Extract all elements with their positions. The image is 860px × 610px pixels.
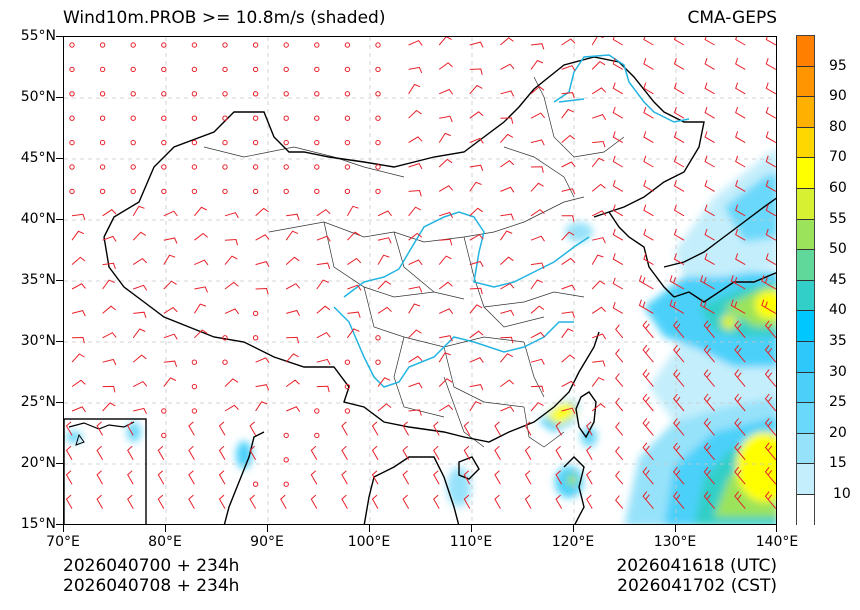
colorbar-label: 30 xyxy=(829,363,847,380)
tick-mark xyxy=(56,280,63,282)
colorbar-segment xyxy=(797,433,814,465)
colorbar-segment xyxy=(797,495,814,526)
colorbar xyxy=(796,35,815,526)
tick-mark xyxy=(56,97,63,99)
tick-mark xyxy=(63,525,65,532)
colorbar-segment xyxy=(797,311,814,342)
tick-mark xyxy=(675,525,677,532)
tick-mark xyxy=(56,219,63,221)
rivers xyxy=(333,54,690,388)
colorbar-label: 40 xyxy=(829,302,847,319)
colorbar-segment xyxy=(797,97,814,128)
valid-time-cst: 2026041702 (CST) xyxy=(617,576,777,596)
colorbar-label: 35 xyxy=(829,333,847,349)
tick-mark xyxy=(165,525,167,532)
lat-tick-30: 30°N xyxy=(20,333,56,349)
colorbar-label: 60 xyxy=(829,180,847,196)
lon-tick-120: 120°E xyxy=(551,534,595,550)
tick-mark xyxy=(573,525,575,532)
colorbar-label: 20 xyxy=(829,424,847,441)
lat-tick-55: 55°N xyxy=(20,28,56,44)
map-panel[interactable] xyxy=(63,36,777,525)
map-canvas xyxy=(64,37,776,524)
tick-mark xyxy=(56,402,63,404)
colorbar-label: 55 xyxy=(829,210,847,227)
lon-tick-100: 100°E xyxy=(347,534,391,550)
lon-tick-130: 130°E xyxy=(653,534,697,550)
colorbar-label: 90 xyxy=(829,88,847,105)
chart-title: Wind10m.PROB >= 10.8m/s (shaded) xyxy=(63,8,386,28)
lat-tick-45: 45°N xyxy=(20,150,56,166)
colorbar-label: 70 xyxy=(829,149,847,166)
lat-tick-25: 25°N xyxy=(20,394,56,410)
wind-barbs xyxy=(65,37,776,509)
valid-time-block: 2026041618 (UTC) 2026041702 (CST) xyxy=(616,556,777,596)
valid-time-utc: 2026041618 (UTC) xyxy=(616,556,777,576)
tick-mark xyxy=(56,158,63,160)
south-china-sea-inset xyxy=(64,418,147,524)
colorbar-label: 10 xyxy=(833,486,851,502)
tick-mark xyxy=(471,525,473,532)
colorbar-label: 15 xyxy=(829,455,847,472)
lat-tick-20: 20°N xyxy=(20,455,56,471)
tick-mark xyxy=(56,341,63,343)
colorbar-label: 80 xyxy=(829,118,847,135)
tick-mark xyxy=(56,36,63,38)
colorbar-segment xyxy=(797,189,814,220)
tick-mark xyxy=(369,525,371,532)
lon-tick-110: 110°E xyxy=(449,534,493,550)
lat-tick-50: 50°N xyxy=(20,89,56,105)
colorbar-segment xyxy=(797,464,814,495)
lon-tick-140: 140°E xyxy=(755,534,799,550)
init-time-utc: 2026040700 + 234h xyxy=(63,556,240,576)
init-time-cst: 2026040708 + 234h xyxy=(63,576,240,596)
colorbar-label: 50 xyxy=(829,241,847,258)
lat-tick-40: 40°N xyxy=(20,211,56,227)
lat-tick-35: 35°N xyxy=(20,272,56,288)
colorbar-segment xyxy=(797,36,814,67)
colorbar-segment xyxy=(797,250,814,281)
tick-mark xyxy=(56,463,63,465)
lon-tick-70: 70°E xyxy=(46,534,80,550)
colorbar-segment xyxy=(797,280,814,312)
model-source-label: CMA-GEPS xyxy=(687,8,777,28)
tick-mark xyxy=(56,524,63,526)
colorbar-segment xyxy=(797,403,814,434)
colorbar-label: 25 xyxy=(829,394,847,411)
colorbar-segment xyxy=(797,66,814,98)
tick-mark xyxy=(776,525,778,532)
colorbar-segment xyxy=(797,372,814,404)
colorbar-segment xyxy=(797,219,814,251)
colorbar-label: 45 xyxy=(829,271,847,288)
colorbar-segment xyxy=(797,127,814,159)
province-borders xyxy=(203,76,625,448)
lon-tick-90: 90°E xyxy=(250,534,284,550)
probability-shading xyxy=(66,148,776,524)
lat-tick-15: 15°N xyxy=(20,516,56,532)
colorbar-segment xyxy=(797,158,814,189)
colorbar-segment xyxy=(797,342,814,373)
init-time-block: 2026040700 + 234h 2026040708 + 234h xyxy=(63,556,239,596)
tick-mark xyxy=(267,525,269,532)
colorbar-label: 95 xyxy=(829,57,847,74)
lon-tick-80: 80°E xyxy=(148,534,182,550)
